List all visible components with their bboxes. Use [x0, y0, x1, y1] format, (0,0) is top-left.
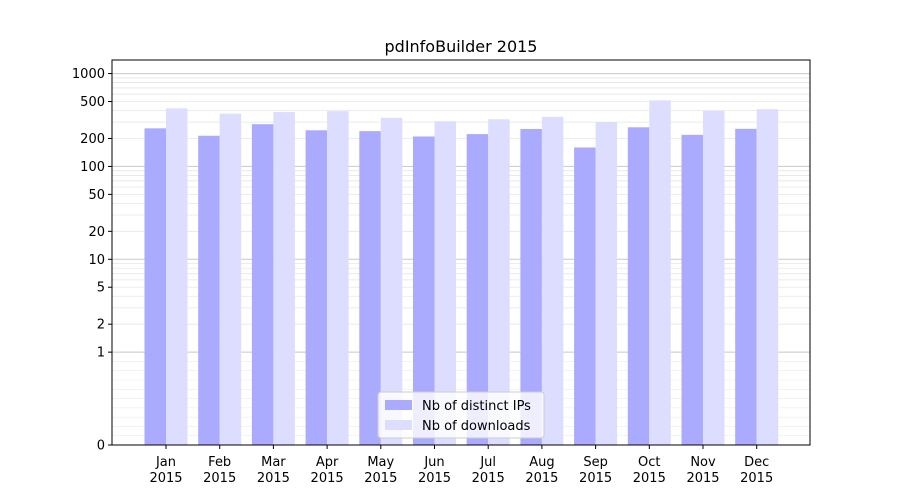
x-tick-label: Feb 2015	[203, 455, 236, 486]
y-tick-label: 200	[80, 132, 105, 147]
x-tick-label: May 2015	[364, 455, 397, 486]
x-tick-label: Dec 2015	[740, 455, 773, 486]
bar-distinct-ips	[144, 128, 166, 445]
bar-distinct-ips	[305, 130, 328, 445]
legend: Nb of distinct IPs Nb of downloads	[377, 391, 545, 439]
y-tick-label: 10	[88, 253, 105, 268]
bar-downloads	[273, 112, 295, 445]
legend-label: Nb of distinct IPs	[422, 399, 531, 414]
y-tick-label: 2	[97, 318, 105, 333]
bar-distinct-ips	[251, 124, 274, 445]
y-tick-label: 500	[80, 95, 105, 110]
bar-downloads	[649, 100, 671, 445]
bar-distinct-ips	[520, 128, 542, 445]
y-tick-label: 100	[80, 160, 105, 175]
x-tick-label: Jul 2015	[472, 455, 505, 486]
bar-distinct-ips	[198, 135, 220, 445]
bar-distinct-ips	[413, 136, 435, 445]
x-tick-label: Oct 2015	[633, 455, 666, 486]
bar-distinct-ips	[735, 128, 757, 445]
y-tick-label: 50	[88, 188, 105, 203]
y-axis: 0 1 2 5 10 20 50 100 200 500 1000	[72, 67, 112, 454]
y-tick-label: 1000	[72, 67, 105, 82]
legend-label: Nb of downloads	[422, 419, 531, 434]
legend-swatch	[385, 400, 412, 410]
chart-title: pdInfoBuilder 2015	[385, 37, 538, 56]
bar-downloads	[541, 116, 564, 446]
bars	[144, 100, 779, 446]
plot-frame	[111, 59, 811, 446]
y-tick-label: 1	[97, 346, 105, 361]
legend-box	[377, 391, 545, 439]
bar-distinct-ips	[574, 147, 596, 445]
x-tick-label: Aug 2015	[525, 455, 558, 486]
bar-distinct-ips	[359, 131, 381, 446]
x-tick-label: Jan 2015	[149, 455, 182, 486]
y-tick-label: 5	[97, 281, 105, 296]
legend-swatch	[385, 420, 412, 430]
bar-distinct-ips	[681, 134, 703, 446]
x-tick-label: Mar 2015	[257, 455, 290, 486]
bar-downloads	[756, 109, 779, 446]
bar-distinct-ips	[466, 134, 489, 445]
bar-distinct-ips	[627, 127, 650, 446]
bar-downloads	[327, 111, 349, 445]
bar-downloads	[166, 108, 188, 445]
bar-downloads	[488, 119, 510, 446]
bar-downloads	[595, 122, 618, 446]
bar-downloads	[434, 121, 456, 446]
x-tick-label: Jun 2015	[418, 455, 451, 486]
x-tick-label: Nov 2015	[686, 455, 719, 486]
y-tick-label: 0	[97, 439, 105, 454]
bar-downloads	[219, 113, 242, 445]
bar-downloads	[703, 110, 725, 445]
x-axis: Jan 2015 Feb 2015 Mar 2015 Apr 2015 May 2015 Jun 20…	[149, 445, 773, 486]
x-tick-label: Apr 2015	[311, 455, 344, 486]
x-tick-label: Sep 2015	[579, 455, 612, 486]
bar-downloads	[380, 117, 403, 445]
y-tick-label: 20	[88, 225, 105, 240]
